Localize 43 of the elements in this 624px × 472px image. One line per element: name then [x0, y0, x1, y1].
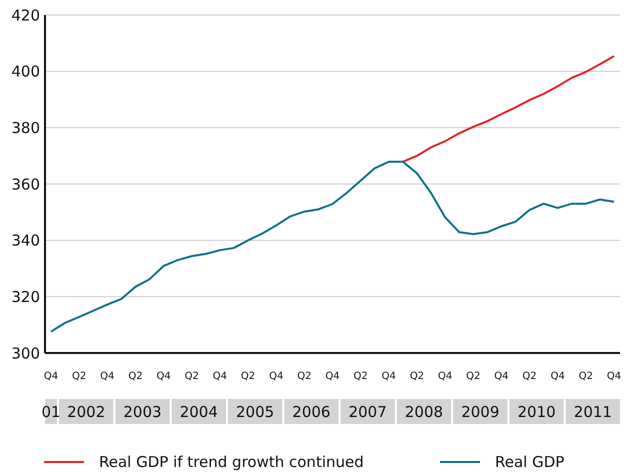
- y-tick-label: 380: [11, 118, 40, 137]
- line-series: [50, 160, 615, 333]
- x-tick-label: Q4: [44, 371, 58, 382]
- x-tick-label: Q2: [354, 371, 368, 382]
- y-tick-label: 320: [11, 288, 40, 306]
- x-tick-label: Q4: [494, 371, 509, 382]
- x-tick-label: Q4: [382, 371, 396, 382]
- text: 2005: [236, 403, 274, 421]
- text: 2003: [123, 403, 162, 421]
- text: 2011: [574, 403, 612, 421]
- text: 2004: [180, 403, 218, 421]
- x-tick-label: Q4: [100, 371, 114, 382]
- text: 2002: [67, 403, 106, 421]
- y-tick-label: 400: [11, 62, 40, 81]
- x-tick-label: Q2: [466, 371, 480, 382]
- text: 2008: [404, 403, 444, 421]
- text: 01: [41, 403, 61, 421]
- x-tick-label: Q4: [325, 371, 340, 382]
- legend-label: Real GDP if trend growth continued: [99, 453, 364, 471]
- x-tick-label: Q2: [297, 371, 312, 382]
- text: 2010: [517, 403, 556, 421]
- y-tick-label: 300: [11, 344, 40, 362]
- legend-label: Real GDP: [495, 453, 564, 471]
- y-tick-label: 340: [11, 232, 40, 250]
- x-tick-label: Q2: [410, 371, 424, 382]
- y-tick-label: 420: [11, 6, 40, 24]
- x-tick-label: Q4: [212, 371, 228, 382]
- y-tick-label: 360: [11, 175, 40, 194]
- x-tick-label: Q4: [550, 371, 565, 382]
- x-tick-label: Q4: [438, 371, 452, 382]
- x-tick-label: Q2: [184, 371, 199, 382]
- x-tick-label: Q2: [578, 371, 593, 382]
- x-tick-label: Q2: [72, 371, 86, 382]
- x-tick-label: Q2: [522, 371, 537, 382]
- text: 2009: [461, 403, 500, 421]
- text: 2007: [348, 403, 387, 421]
- x-tick-label: Q4: [606, 371, 622, 382]
- x-tick-label: Q2: [128, 371, 143, 382]
- x-tick-label: Q4: [156, 371, 171, 382]
- x-tick-label: Q4: [269, 371, 284, 382]
- line-series: [402, 55, 615, 163]
- text: 2006: [292, 403, 330, 421]
- x-tick-label: Q2: [240, 371, 256, 382]
